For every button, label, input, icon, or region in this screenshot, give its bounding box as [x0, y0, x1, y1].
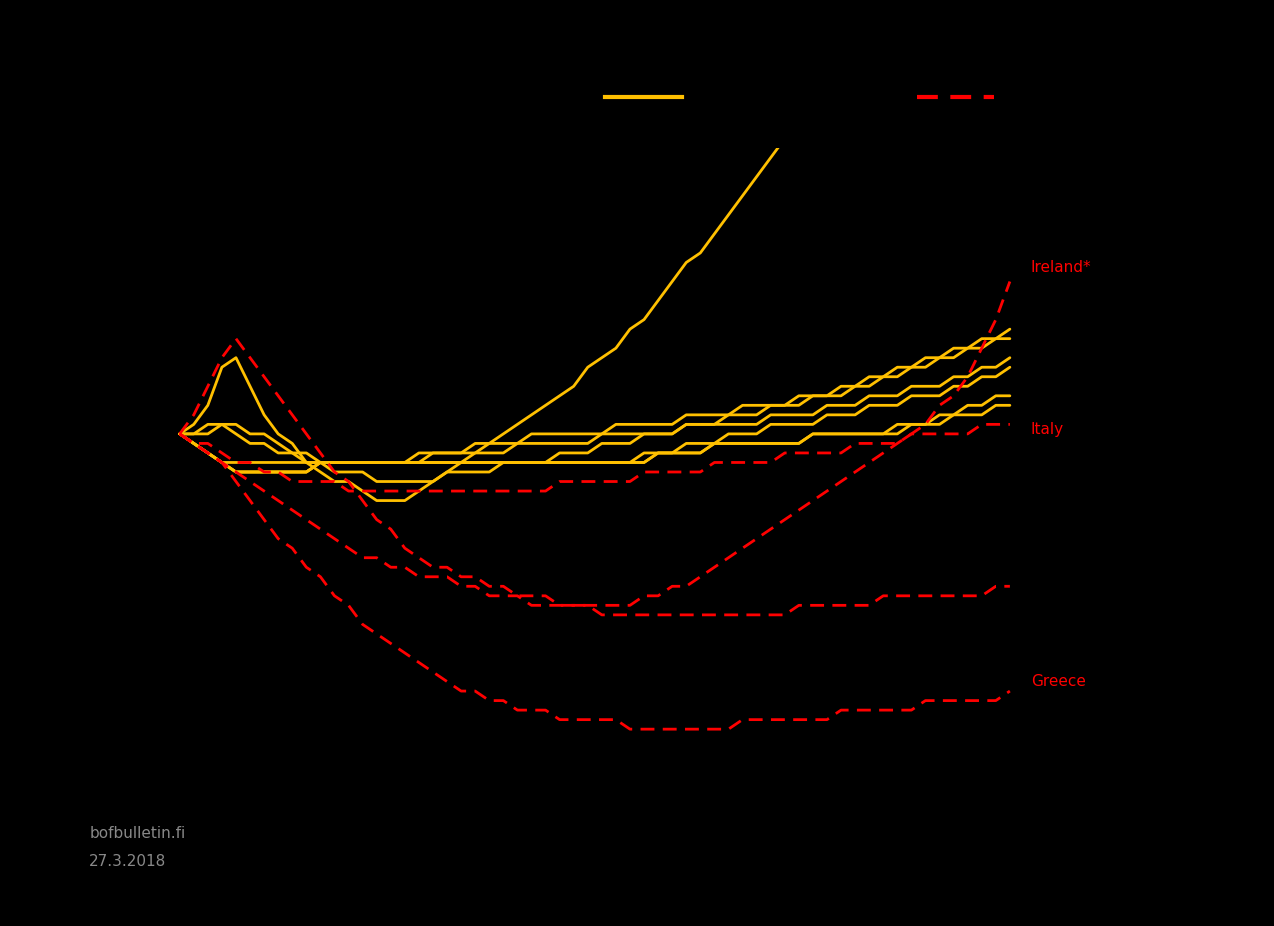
- Text: Greece: Greece: [1031, 674, 1085, 689]
- Text: bofbulletin.fi: bofbulletin.fi: [89, 826, 186, 841]
- Text: 27.3.2018: 27.3.2018: [89, 854, 167, 869]
- Text: Italy: Italy: [1031, 421, 1064, 437]
- Text: Ireland*: Ireland*: [1031, 259, 1092, 275]
